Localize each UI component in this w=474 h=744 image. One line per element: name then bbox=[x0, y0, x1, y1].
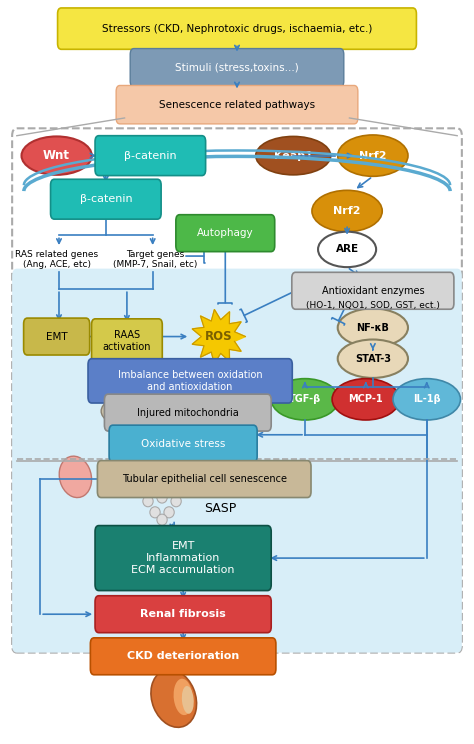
FancyBboxPatch shape bbox=[12, 128, 462, 652]
FancyBboxPatch shape bbox=[130, 48, 344, 87]
FancyBboxPatch shape bbox=[95, 525, 271, 591]
Ellipse shape bbox=[332, 379, 400, 420]
FancyBboxPatch shape bbox=[57, 8, 417, 49]
FancyBboxPatch shape bbox=[51, 179, 161, 219]
Text: IL-1β: IL-1β bbox=[413, 394, 440, 404]
Ellipse shape bbox=[143, 496, 153, 507]
Text: RAS related genes
(Ang, ACE, etc): RAS related genes (Ang, ACE, etc) bbox=[15, 250, 98, 269]
Text: Tubular epithelial cell senescence: Tubular epithelial cell senescence bbox=[122, 474, 287, 484]
Text: Stressors (CKD, Nephrotoxic drugs, ischaemia, etc.): Stressors (CKD, Nephrotoxic drugs, ischa… bbox=[102, 24, 372, 33]
Text: Nrf2: Nrf2 bbox=[359, 150, 387, 161]
FancyBboxPatch shape bbox=[292, 272, 454, 310]
Ellipse shape bbox=[182, 686, 194, 713]
Text: SASP: SASP bbox=[204, 502, 237, 515]
Text: Injured mitochondria: Injured mitochondria bbox=[137, 408, 239, 417]
FancyBboxPatch shape bbox=[116, 86, 358, 124]
Text: Keap1: Keap1 bbox=[274, 150, 313, 161]
FancyBboxPatch shape bbox=[12, 269, 462, 652]
Text: β-catenin: β-catenin bbox=[80, 194, 132, 204]
Ellipse shape bbox=[312, 190, 382, 231]
Text: Autophagy: Autophagy bbox=[197, 228, 254, 238]
Ellipse shape bbox=[337, 309, 408, 347]
Text: β-catenin: β-catenin bbox=[124, 150, 177, 161]
Ellipse shape bbox=[101, 397, 153, 426]
FancyBboxPatch shape bbox=[91, 319, 162, 363]
Text: EMT: EMT bbox=[46, 332, 67, 341]
Text: ARE: ARE bbox=[336, 245, 359, 254]
Ellipse shape bbox=[393, 379, 460, 420]
Text: Wnt: Wnt bbox=[43, 149, 70, 162]
Text: Nrf2: Nrf2 bbox=[333, 206, 361, 216]
Text: RAAS
activation: RAAS activation bbox=[103, 330, 151, 352]
Ellipse shape bbox=[21, 136, 92, 175]
Ellipse shape bbox=[157, 514, 167, 525]
FancyBboxPatch shape bbox=[24, 318, 90, 355]
FancyBboxPatch shape bbox=[104, 394, 271, 431]
Ellipse shape bbox=[337, 339, 408, 378]
Text: MCP-1: MCP-1 bbox=[348, 394, 383, 404]
FancyBboxPatch shape bbox=[95, 135, 206, 176]
FancyBboxPatch shape bbox=[91, 638, 276, 675]
Polygon shape bbox=[192, 310, 246, 364]
Text: Oxidative stress: Oxidative stress bbox=[141, 439, 225, 449]
Text: NF-κB: NF-κB bbox=[356, 323, 389, 333]
Ellipse shape bbox=[318, 231, 376, 267]
FancyBboxPatch shape bbox=[95, 596, 271, 632]
Ellipse shape bbox=[271, 379, 338, 420]
Text: Renal fibrosis: Renal fibrosis bbox=[140, 609, 226, 619]
Text: Imbalance between oxidation
and antioxidation: Imbalance between oxidation and antioxid… bbox=[118, 370, 263, 391]
Ellipse shape bbox=[150, 507, 160, 518]
Ellipse shape bbox=[337, 135, 408, 176]
FancyBboxPatch shape bbox=[109, 425, 257, 462]
Ellipse shape bbox=[151, 670, 197, 728]
Text: Stimuli (stress,toxins...): Stimuli (stress,toxins...) bbox=[175, 62, 299, 73]
FancyBboxPatch shape bbox=[88, 359, 292, 403]
Ellipse shape bbox=[256, 136, 331, 175]
Ellipse shape bbox=[173, 679, 192, 715]
Text: ROS: ROS bbox=[204, 330, 232, 343]
Text: Senescence related pathways: Senescence related pathways bbox=[159, 100, 315, 109]
Ellipse shape bbox=[171, 496, 181, 507]
Text: STAT-3: STAT-3 bbox=[355, 353, 391, 364]
Text: CKD deterioration: CKD deterioration bbox=[127, 651, 239, 661]
Text: TGF-β: TGF-β bbox=[289, 394, 321, 404]
Ellipse shape bbox=[59, 456, 91, 498]
Text: EMT
Inflammation
ECM accumulation: EMT Inflammation ECM accumulation bbox=[131, 542, 235, 574]
FancyBboxPatch shape bbox=[97, 461, 311, 498]
Text: Target genes
(MMP-7, Snail, etc): Target genes (MMP-7, Snail, etc) bbox=[113, 250, 197, 269]
FancyBboxPatch shape bbox=[176, 215, 275, 251]
Ellipse shape bbox=[157, 492, 167, 503]
Text: (HO-1, NQO1, SOD, GST, ect.): (HO-1, NQO1, SOD, GST, ect.) bbox=[306, 301, 440, 310]
Ellipse shape bbox=[164, 507, 174, 518]
Text: Antioxidant enzymes: Antioxidant enzymes bbox=[321, 286, 424, 296]
